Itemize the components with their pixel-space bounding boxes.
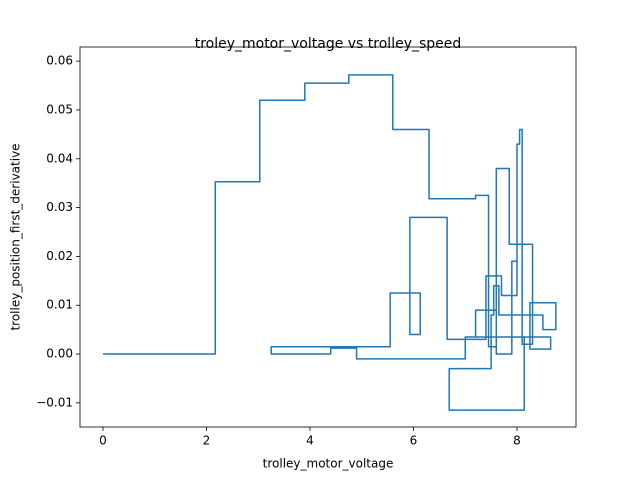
y-tick-label: 0.03 bbox=[46, 200, 73, 214]
chart-title: troley_motor_voltage vs trolley_speed bbox=[195, 36, 462, 52]
x-tick-label: 8 bbox=[513, 434, 521, 448]
y-tick-label: 0.00 bbox=[46, 347, 73, 361]
x-axis-label: trolley_motor_voltage bbox=[263, 457, 394, 471]
x-tick-label: 2 bbox=[203, 434, 211, 448]
x-tick-label: 4 bbox=[306, 434, 314, 448]
plot-frame bbox=[79, 46, 577, 428]
y-tick-label: 0.04 bbox=[46, 151, 73, 165]
x-tick-label: 6 bbox=[410, 434, 418, 448]
x-tick-label: 0 bbox=[99, 434, 107, 448]
y-axis-label: trolley_position_first_derivative bbox=[9, 143, 23, 330]
y-tick-label: 0.06 bbox=[46, 54, 73, 68]
y-tick-label: 0.02 bbox=[46, 249, 73, 263]
y-tick-label: 0.01 bbox=[46, 298, 73, 312]
y-tick-label: 0.05 bbox=[46, 102, 73, 116]
data-line bbox=[102, 74, 557, 411]
y-tick-label: −0.01 bbox=[36, 395, 73, 409]
